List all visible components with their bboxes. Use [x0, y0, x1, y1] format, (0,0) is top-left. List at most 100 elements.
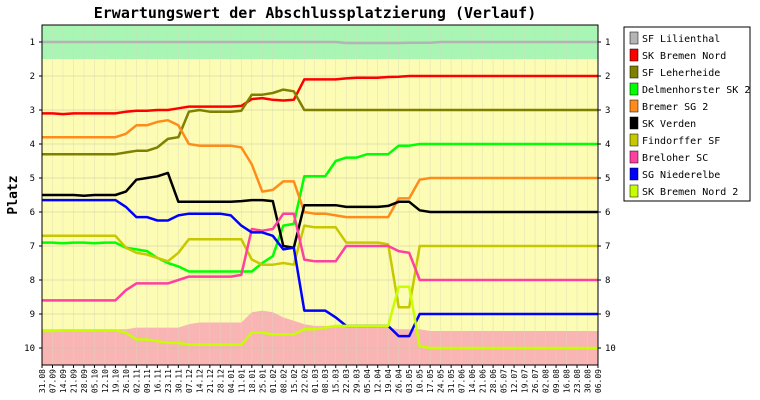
- y-tick-label: 6: [605, 208, 610, 218]
- x-tick-label: 26.04: [395, 369, 404, 393]
- x-tick-label: 26.10: [122, 369, 131, 393]
- y-tick-label: 6: [30, 208, 35, 218]
- legend-label: SF Leherheide: [642, 68, 720, 79]
- legend-label: Delmenhorster SK 2: [642, 85, 750, 96]
- x-tick-label: 14.12: [195, 369, 204, 393]
- legend-label: Bremer SG 2: [642, 102, 708, 113]
- x-tick-label: 28.12: [216, 369, 225, 393]
- x-tick-label: 01.03: [311, 369, 320, 393]
- legend-label: SK Verden: [642, 119, 696, 130]
- x-tick-label: 08.03: [321, 369, 330, 393]
- x-tick-label: 12.04: [374, 369, 383, 393]
- y-tick-label: 9: [605, 310, 610, 320]
- x-tick-label: 05.10: [90, 369, 99, 393]
- x-tick-label: 21.09: [69, 369, 78, 393]
- y-tick-label: 10: [605, 344, 616, 354]
- x-tick-label: 07.12: [185, 369, 194, 393]
- series-line: [42, 198, 598, 338]
- legend-label: Breloher SC: [642, 153, 708, 164]
- y-tick-labels-right: 1 2 3 4 5 6 7 8 9 10: [598, 38, 616, 354]
- x-tick-label: 04.01: [227, 369, 236, 393]
- y-tick-label: 7: [605, 242, 610, 252]
- legend-swatch: [629, 48, 639, 62]
- y-tick-label: 9: [30, 310, 35, 320]
- legend-swatch: [629, 116, 639, 130]
- x-tick-label: 12.07: [510, 369, 519, 393]
- x-tick-label: 22.03: [342, 369, 351, 393]
- x-tick-label: 18.01: [248, 369, 257, 393]
- x-tick-label: 16.08: [563, 369, 572, 393]
- plot-frame: [41, 24, 599, 366]
- relegation-area: [42, 310, 598, 365]
- y-axis-label: Platz: [6, 175, 21, 214]
- x-tick-label: 19.07: [521, 369, 530, 393]
- x-tick-label: 17.05: [426, 369, 435, 393]
- x-tick-label: 26.07: [531, 369, 540, 393]
- x-tick-label: 23.11: [164, 369, 173, 393]
- x-tick-label: 24.05: [437, 369, 446, 393]
- x-tick-label: 03.05: [405, 369, 414, 393]
- x-tick-label: 07.09: [48, 369, 57, 393]
- series-lines: [42, 40, 598, 350]
- x-tick-label: 02.08: [542, 369, 551, 393]
- legend-swatch: [629, 133, 639, 147]
- x-tick-label: 10.05: [416, 369, 425, 393]
- x-tick-label: 30.11: [174, 369, 183, 393]
- y-tick-label: 5: [605, 174, 610, 184]
- series-line: [42, 285, 598, 350]
- series-line: [42, 142, 598, 273]
- x-tick-label: 11.01: [237, 369, 246, 393]
- y-tick-labels-left: 1 2 3 4 5 6 7 8 9 10: [24, 38, 42, 354]
- y-tick-label: 3: [605, 106, 610, 116]
- x-tick-label: 14.06: [468, 369, 477, 393]
- x-tick-label: 14.09: [59, 369, 68, 393]
- x-tick-label: 23.08: [573, 369, 582, 393]
- legend-label: SK Bremen Nord: [642, 51, 726, 62]
- x-tick-label: 05.04: [363, 369, 372, 393]
- y-tick-label: 4: [605, 140, 610, 150]
- x-tick-label: 21.12: [206, 369, 215, 393]
- x-tick-label: 21.06: [479, 369, 488, 393]
- legend-swatch: [629, 150, 639, 164]
- x-tick-label: 02.11: [132, 369, 141, 393]
- x-tick-label: 30.08: [584, 369, 593, 393]
- y-tick-label: 8: [605, 276, 610, 286]
- x-tick-label: 25.01: [258, 369, 267, 393]
- x-tick-label: 15.02: [290, 369, 299, 393]
- x-tick-label: 28.09: [80, 369, 89, 393]
- y-tick-label: 7: [30, 242, 35, 252]
- x-tick-labels: 31.08 07.09 14.09 21.09 28.09 05.10 12.10 19.10…: [38, 365, 603, 393]
- legend-swatch: [629, 167, 639, 181]
- x-tick-label: 31.05: [447, 369, 456, 393]
- x-tick-label: 19.10: [111, 369, 120, 393]
- x-tick-label: 08.02: [279, 369, 288, 393]
- series-line: [42, 74, 598, 116]
- x-tick-label: 19.04: [384, 369, 393, 393]
- y-tick-label: 5: [30, 174, 35, 184]
- legend-swatch: [629, 65, 639, 79]
- series-line: [42, 171, 598, 249]
- x-tick-label: 31.08: [38, 369, 47, 393]
- x-tick-label: 22.02: [300, 369, 309, 393]
- x-tick-label: 07.06: [458, 369, 467, 393]
- legend-label: SF Lilienthal: [642, 34, 720, 45]
- y-tick-label: 10: [24, 344, 35, 354]
- legend: SF Lilienthal SK Bremen Nord SF Leherheide…: [623, 26, 751, 202]
- x-tick-label: 09.11: [143, 369, 152, 393]
- y-tick-label: 1: [605, 38, 610, 48]
- x-tick-label: 01.02: [269, 369, 278, 393]
- y-tick-label: 2: [605, 72, 610, 82]
- legend-swatch: [629, 31, 639, 45]
- chart-title: Erwartungswert der Abschlussplatzierung …: [94, 4, 537, 22]
- x-tick-label: 15.03: [332, 369, 341, 393]
- legend-label: SK Bremen Nord 2: [642, 187, 738, 198]
- series-line: [42, 212, 598, 302]
- legend-label: SG Niederelbe: [642, 170, 720, 181]
- y-tick-label: 1: [30, 38, 35, 48]
- x-tick-label: 28.06: [489, 369, 498, 393]
- legend-swatch: [629, 184, 639, 198]
- y-tick-label: 8: [30, 276, 35, 286]
- y-tick-label: 3: [30, 106, 35, 116]
- legend-box: [623, 26, 751, 202]
